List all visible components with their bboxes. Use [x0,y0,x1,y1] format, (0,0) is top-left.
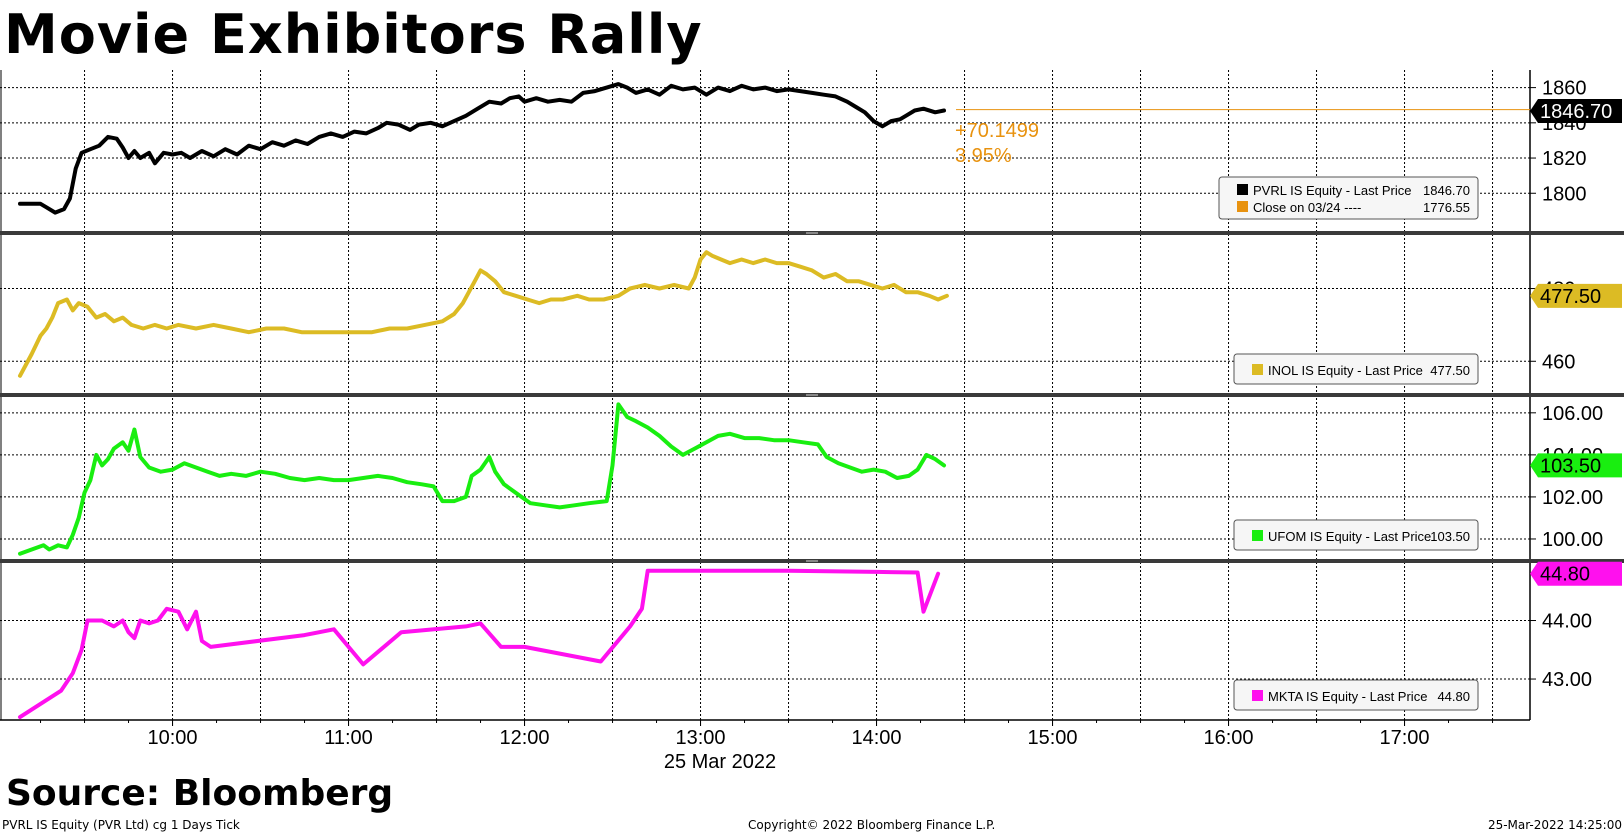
legend-value: 103.50 [1430,529,1470,544]
chart-title: Movie Exhibitors Rally [4,3,703,66]
last-price-value: 1846.70 [1540,101,1612,123]
x-tick-label: 17:00 [1380,727,1430,749]
footer-timestamp: 25-Mar-2022 14:25:00 [1487,818,1622,832]
x-tick-label: 11:00 [324,727,373,749]
y-tick-label: 44.00 [1542,611,1592,633]
legend: PVRL IS Equity - Last Price 1846.70 Close … [1218,176,1479,220]
series-line-2 [18,250,949,378]
y-tick-label: 1820 [1542,148,1587,170]
change-value: +70.1499 [955,120,1039,142]
x-axis-label: 25 Mar 2022 [664,751,776,773]
panel-divider-handle [806,560,818,562]
series-line-1 [18,82,946,215]
legend-swatch [1237,201,1248,212]
x-tick-label: 10:00 [148,727,198,749]
legend-value: 44.80 [1437,689,1470,704]
legend-swatch [1252,690,1263,701]
x-tick-label: 12:00 [500,727,550,749]
y-tick-label: 100.00 [1542,529,1603,551]
legend-swatch [1252,530,1263,541]
legend-box [1218,176,1479,220]
last-price-tag [1530,561,1622,586]
legend-box [1233,679,1479,711]
legend-value: 477.50 [1430,363,1470,378]
legend-value: 1776.55 [1423,200,1470,215]
last-price-tag [1530,453,1622,478]
y-tick-label: 1800 [1542,183,1587,205]
x-tick-label: 16:00 [1204,727,1254,749]
y-tick-label: 106.00 [1542,403,1603,425]
legend-swatch [1252,364,1263,375]
panel-1: 18001820184018601846.70+70.14993.95%PVRL… [0,78,1622,220]
panel-divider-handle [806,232,818,234]
x-tick-label: 14:00 [852,727,902,749]
legend-label: INOL IS Equity - Last Price [1268,363,1423,378]
series-line-3 [18,402,946,556]
last-price-tag [1530,99,1622,124]
y-tick-label: 1860 [1542,78,1587,100]
legend-value: 1846.70 [1423,183,1470,198]
last-price-tag [1530,283,1622,308]
legend: MKTA IS Equity - Last Price 44.80 [1233,679,1479,711]
legend-label: UFOM IS Equity - Last Price [1268,529,1431,544]
last-price-value: 103.50 [1540,455,1601,477]
last-price-value: 477.50 [1540,286,1601,308]
legend: INOL IS Equity - Last Price 477.50 [1233,353,1479,385]
series-line-4 [18,568,941,720]
last-price-value: 44.80 [1540,564,1590,586]
y-tick-label: 460 [1542,351,1575,373]
change-percent: 3.95% [955,145,1012,167]
legend-box [1233,353,1479,385]
footer-copyright: Copyright© 2022 Bloomberg Finance L.P. [748,818,996,832]
legend-box [1233,519,1479,551]
legend-label: PVRL IS Equity - Last Price [1253,183,1411,198]
y-tick-label: 43.00 [1542,669,1592,691]
source-label: Source: Bloomberg [6,773,394,814]
x-tick-label: 13:00 [676,727,726,749]
panel-divider-handle [806,394,818,396]
footer-security: PVRL IS Equity (PVR Ltd) cg 1 Days Tick [2,818,240,832]
legend-label: Close on 03/24 ---- [1253,200,1361,215]
y-tick-label: 102.00 [1542,487,1603,509]
legend-label: MKTA IS Equity - Last Price [1268,689,1427,704]
legend-swatch [1237,184,1248,195]
x-tick-label: 15:00 [1028,727,1078,749]
